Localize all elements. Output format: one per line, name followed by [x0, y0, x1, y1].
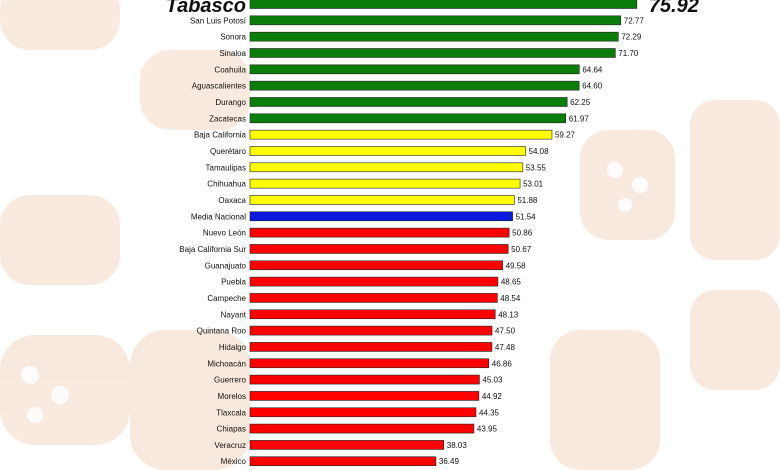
category-label-quintana-roo: Quintana Roo: [197, 327, 247, 336]
category-label-guanajuato: Guanajuato: [205, 261, 247, 270]
bar-chiapas: [249, 423, 475, 434]
bar-media-nacional: [249, 211, 513, 222]
bar-puebla: [249, 276, 499, 287]
value-label-baja-california-sur: 50.67: [511, 245, 532, 254]
category-label-media-nacional: Media Nacional: [191, 212, 246, 221]
bar-sinaloa: [249, 48, 616, 58]
category-label-hidalgo: Hidalgo: [219, 343, 247, 352]
bar-san-luis-potosi: [249, 15, 622, 26]
category-label-guerrero: Guerrero: [214, 376, 247, 385]
category-label-oaxaca: Oaxaca: [218, 196, 246, 205]
value-label-quintana-roo: 47.50: [495, 327, 516, 336]
category-label-sinaloa: Sinaloa: [219, 49, 246, 58]
category-label-zacatecas: Zacatecas: [209, 114, 246, 123]
bar-campeche: [249, 293, 498, 303]
category-label-nayarit: Nayarit: [221, 310, 247, 319]
value-label-puebla: 48.65: [501, 278, 522, 287]
bar-guanajuato: [249, 260, 503, 271]
value-label-aguascalientes: 64.60: [582, 82, 603, 91]
category-label-san-luis-potosi: San Luis Potosí: [190, 16, 247, 25]
category-label-tabasco: Tabasco: [166, 0, 246, 17]
value-label-morelos: 44.92: [482, 392, 503, 401]
value-label-guerrero: 45.03: [482, 376, 503, 385]
bar-veracruz: [249, 440, 445, 450]
value-label-guanajuato: 49.58: [506, 261, 527, 270]
value-label-veracruz: 38.03: [447, 441, 468, 450]
value-label-chihuahua: 53.01: [523, 180, 544, 189]
category-label-aguascalientes: Aguascalientes: [192, 82, 246, 91]
bar-baja-california: [249, 129, 553, 140]
value-label-media-nacional: 51.54: [516, 212, 537, 221]
category-label-durango: Durango: [215, 98, 246, 107]
category-label-baja-california: Baja California: [194, 131, 247, 140]
value-label-tabasco: 75.92: [649, 0, 699, 17]
bar-mexico: [249, 456, 437, 467]
bar-nuevo-leon: [249, 227, 510, 238]
bar-quintana-roo: [249, 325, 493, 336]
category-label-coahuila: Coahuila: [214, 65, 246, 74]
category-label-tlaxcala: Tlaxcala: [216, 408, 246, 417]
value-label-michoacan: 46.86: [492, 359, 513, 368]
category-label-baja-california-sur: Baja California Sur: [179, 245, 246, 254]
category-label-chihuahua: Chihuahua: [207, 180, 246, 189]
bar-coahuila: [249, 64, 580, 75]
bar-morelos: [249, 391, 480, 401]
value-label-campeche: 48.54: [500, 294, 521, 303]
bar-oaxaca: [249, 195, 515, 205]
bar-durango: [249, 97, 568, 107]
bar-sonora: [249, 31, 619, 42]
value-label-chiapas: 43.95: [477, 425, 498, 434]
category-label-nuevo-leon: Nuevo León: [203, 229, 246, 238]
bar-tabasco: [249, 0, 638, 9]
value-label-oaxaca: 51.88: [517, 196, 538, 205]
value-label-mexico: 36.49: [439, 457, 460, 466]
bar-zacatecas: [249, 113, 567, 124]
bar-baja-california-sur: [249, 244, 509, 254]
value-label-sinaloa: 71.70: [618, 49, 639, 58]
bar-aguascalientes: [249, 80, 580, 91]
value-label-coahuila: 64.64: [582, 65, 603, 74]
value-label-zacatecas: 61.97: [569, 114, 590, 123]
bar-tamaulipas: [249, 162, 524, 173]
value-label-nayarit: 48.13: [498, 310, 519, 319]
value-label-sonora: 72.29: [621, 33, 642, 42]
value-label-tamaulipas: 53.55: [526, 163, 547, 172]
bar-nayarit: [249, 309, 496, 320]
category-label-morelos: Morelos: [218, 392, 246, 401]
category-label-campeche: Campeche: [207, 294, 246, 303]
bar-guerrero: [249, 374, 480, 385]
value-label-durango: 62.25: [570, 98, 591, 107]
value-label-queretaro: 54.08: [529, 147, 550, 156]
category-label-sonora: Sonora: [220, 33, 246, 42]
value-label-tlaxcala: 44.35: [479, 408, 500, 417]
category-label-queretaro: Querétaro: [210, 147, 247, 156]
category-label-veracruz: Veracruz: [214, 441, 246, 450]
bar-tlaxcala: [249, 407, 477, 418]
value-label-nuevo-leon: 50.86: [512, 229, 533, 238]
value-label-hidalgo: 47.48: [495, 343, 516, 352]
category-label-puebla: Puebla: [221, 278, 246, 287]
category-label-chiapas: Chiapas: [217, 425, 246, 434]
value-label-san-luis-potosi: 72.77: [624, 16, 645, 25]
bar-michoacan: [249, 358, 490, 369]
category-label-michoacan: Michoacán: [207, 359, 246, 368]
category-label-tamaulipas: Tamaulipas: [206, 163, 246, 172]
bar-queretaro: [249, 146, 526, 156]
bar-hidalgo: [249, 342, 493, 352]
bar-chihuahua: [249, 178, 521, 189]
value-label-baja-california: 59.27: [555, 131, 576, 140]
category-label-mexico: México: [221, 457, 247, 466]
